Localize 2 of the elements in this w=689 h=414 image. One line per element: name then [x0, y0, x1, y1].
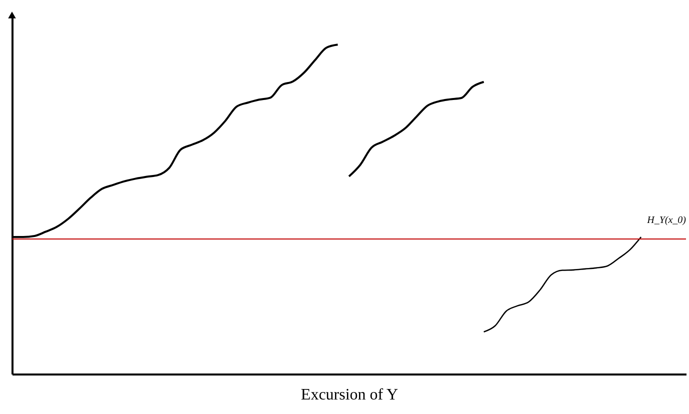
ref-line-label: H_Y(x_0) [646, 214, 687, 226]
x-axis-title: Excursion of Y [300, 386, 399, 404]
